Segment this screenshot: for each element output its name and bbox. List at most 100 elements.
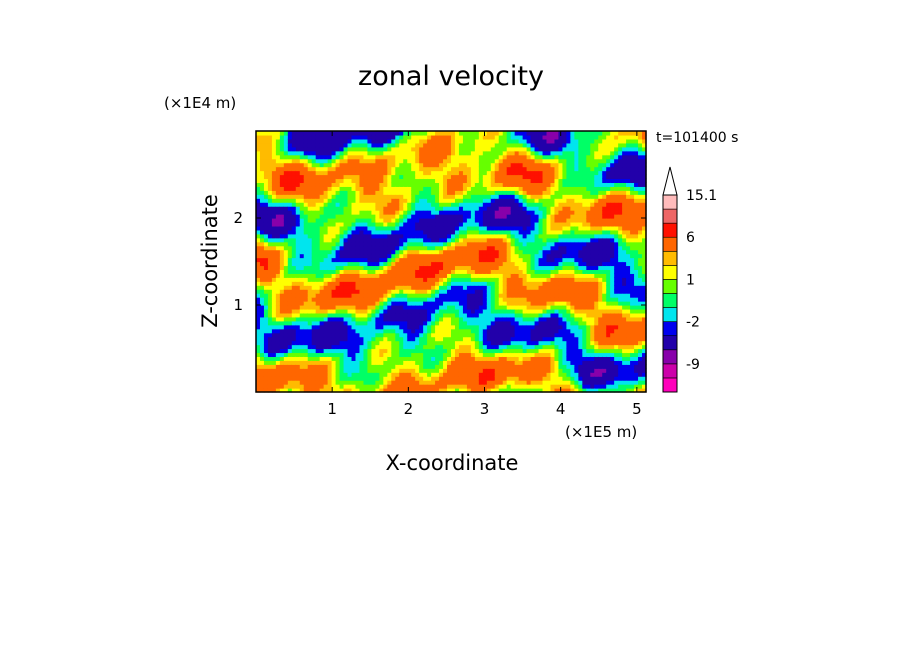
field-cell bbox=[506, 202, 512, 207]
field-cell bbox=[315, 142, 321, 148]
field-cell bbox=[506, 332, 512, 338]
field-cell bbox=[542, 348, 548, 354]
field-cell bbox=[319, 198, 325, 203]
field-cell bbox=[351, 162, 357, 168]
field-cell bbox=[431, 352, 436, 358]
field-cell bbox=[311, 214, 317, 219]
field-cell bbox=[331, 316, 337, 322]
field-cell bbox=[435, 218, 440, 223]
field-cell bbox=[506, 138, 512, 144]
field-cell bbox=[279, 360, 285, 365]
field-cell bbox=[395, 166, 400, 172]
field-cell bbox=[275, 257, 281, 263]
field-cell bbox=[419, 170, 424, 176]
field-cell bbox=[518, 138, 524, 144]
field-cell bbox=[291, 158, 297, 164]
field-cell bbox=[478, 301, 484, 306]
field-cell bbox=[439, 384, 444, 389]
field-cell bbox=[319, 150, 325, 156]
field-cell bbox=[383, 261, 388, 267]
field-cell bbox=[339, 237, 345, 243]
field-cell bbox=[263, 289, 269, 294]
field-cell bbox=[423, 186, 428, 191]
field-cell bbox=[466, 225, 472, 231]
field-cell bbox=[379, 170, 384, 176]
field-cell bbox=[474, 237, 480, 243]
field-cell bbox=[423, 237, 428, 243]
field-cell bbox=[447, 142, 452, 148]
field-cell bbox=[466, 281, 472, 286]
field-cell bbox=[486, 297, 492, 302]
field-cell bbox=[411, 316, 416, 322]
field-cell bbox=[451, 210, 456, 215]
field-cell bbox=[267, 332, 273, 338]
field-cell bbox=[299, 308, 305, 314]
field-cell bbox=[303, 162, 309, 168]
field-cell bbox=[526, 324, 532, 330]
field-cell bbox=[256, 178, 261, 184]
field-cell bbox=[256, 210, 261, 215]
field-cell bbox=[427, 356, 432, 361]
field-cell bbox=[355, 368, 361, 373]
field-cell bbox=[411, 218, 416, 223]
field-cell bbox=[451, 380, 456, 385]
field-cell bbox=[367, 376, 373, 381]
field-cell bbox=[363, 162, 369, 168]
field-cell bbox=[263, 293, 269, 298]
field-cell bbox=[419, 241, 424, 247]
field-cell bbox=[331, 265, 337, 271]
field-cell bbox=[534, 372, 540, 377]
field-cell bbox=[339, 190, 345, 195]
field-cell bbox=[391, 368, 396, 373]
field-cell bbox=[407, 210, 412, 215]
field-cell bbox=[395, 210, 400, 215]
field-cell bbox=[478, 190, 484, 195]
field-cell bbox=[339, 245, 345, 251]
field-cell bbox=[343, 186, 349, 191]
field-cell bbox=[275, 340, 281, 346]
field-cell bbox=[375, 281, 380, 286]
field-cell bbox=[303, 281, 309, 286]
field-cell bbox=[307, 305, 313, 310]
field-cell bbox=[263, 356, 269, 361]
field-cell bbox=[347, 328, 353, 334]
field-cell bbox=[335, 154, 341, 160]
field-cell bbox=[259, 384, 265, 389]
field-cell bbox=[474, 312, 480, 318]
field-cell bbox=[490, 269, 496, 274]
field-cell bbox=[327, 214, 333, 219]
field-cell bbox=[554, 360, 560, 365]
field-cell bbox=[439, 324, 444, 330]
field-cell bbox=[435, 142, 440, 148]
field-cell bbox=[355, 285, 361, 290]
field-cell bbox=[482, 301, 488, 306]
field-cell bbox=[490, 210, 496, 215]
field-cell bbox=[435, 336, 440, 342]
field-cell bbox=[423, 202, 428, 207]
field-cell bbox=[311, 158, 317, 164]
field-cell bbox=[466, 308, 472, 314]
field-cell bbox=[486, 186, 492, 191]
field-cell bbox=[371, 285, 376, 290]
field-cell bbox=[451, 305, 456, 310]
field-cell bbox=[510, 249, 516, 255]
field-cell bbox=[419, 352, 424, 358]
field-cell bbox=[343, 150, 349, 156]
field-cell bbox=[263, 158, 269, 164]
field-cell bbox=[323, 182, 329, 187]
field-cell bbox=[423, 285, 428, 290]
field-cell bbox=[359, 182, 365, 187]
field-cell bbox=[403, 257, 408, 263]
field-cell bbox=[259, 356, 265, 361]
field-cell bbox=[439, 178, 444, 184]
field-cell bbox=[510, 257, 516, 263]
field-cell bbox=[506, 214, 512, 219]
field-cell bbox=[395, 344, 400, 350]
field-cell bbox=[283, 190, 289, 195]
field-cell bbox=[387, 356, 392, 361]
field-cell bbox=[399, 344, 404, 350]
field-cell bbox=[502, 352, 508, 358]
field-cell bbox=[359, 198, 365, 203]
field-cell bbox=[323, 356, 329, 361]
field-cell bbox=[383, 158, 388, 164]
